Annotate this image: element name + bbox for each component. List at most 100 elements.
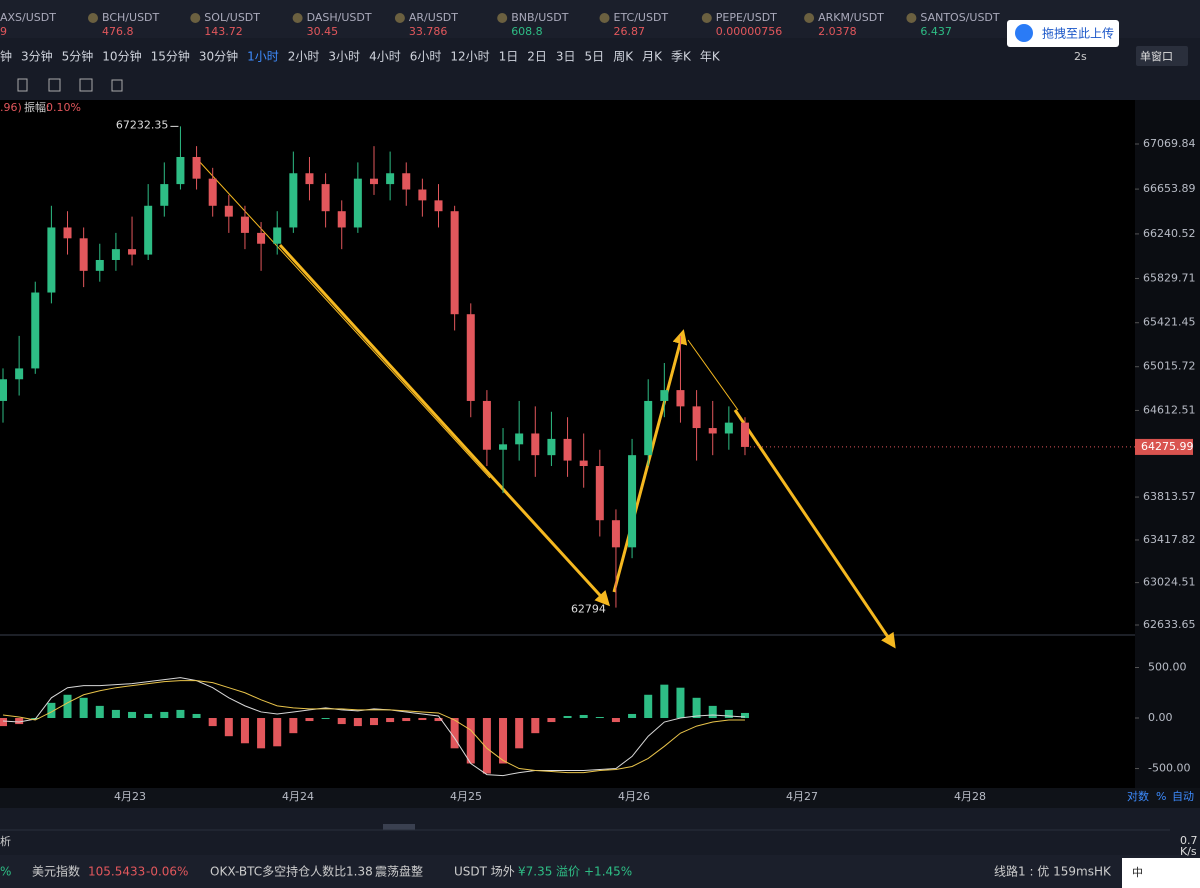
status-dxy-label: 美元指数 <box>32 864 80 879</box>
macd-bar <box>740 712 749 719</box>
macd-bar <box>47 702 56 719</box>
macd-bar <box>353 718 362 727</box>
timeframe[interactable]: 30分钟 <box>199 49 238 64</box>
upload-button[interactable] <box>1007 20 1119 47</box>
panel-tab[interactable]: 析 <box>0 834 11 848</box>
ticker-name[interactable]: DASH/USDT <box>307 11 372 24</box>
status-otc: ¥7.35 <box>518 865 552 879</box>
time-axis <box>0 788 1200 808</box>
axis-option[interactable]: 对数 <box>1127 789 1149 803</box>
resize-handle[interactable] <box>383 824 415 830</box>
trend-arrows <box>197 159 896 649</box>
candle-body <box>208 178 217 206</box>
status-ratio: 1.38 <box>346 865 373 879</box>
macd-bar <box>224 718 233 737</box>
macd-bar <box>257 718 266 749</box>
macd-bar <box>418 718 427 721</box>
candle-body <box>579 460 588 467</box>
macd-bar <box>63 694 72 719</box>
status-trend: 震荡盘整 <box>375 864 423 879</box>
info-prefix: .96) <box>0 101 22 114</box>
info-value: 0.10% <box>46 101 81 114</box>
timeframe[interactable]: 1日 <box>499 50 519 64</box>
icon[interactable] <box>79 78 93 92</box>
macd-bar <box>0 718 7 727</box>
macd-bar <box>402 718 411 722</box>
timeframe[interactable]: 5日 <box>585 50 605 64</box>
macd-bar <box>531 718 540 734</box>
timeframe[interactable]: 6小时 <box>410 50 442 64</box>
thin-line <box>687 339 739 411</box>
ticker-name[interactable]: ETC/USDT <box>614 11 669 24</box>
timeframe[interactable]: 3小时 <box>328 50 360 64</box>
ticker-name[interactable]: BCH/USDT <box>102 11 160 24</box>
window-text: 单窗口 <box>1140 49 1173 63</box>
macd-bar <box>708 705 717 719</box>
ticker-price: 30.45 <box>307 25 339 38</box>
timeframe[interactable]: 2日 <box>527 50 547 64</box>
timeframe[interactable]: 3日 <box>556 50 576 64</box>
timeframe[interactable]: 季K <box>671 50 692 64</box>
speed-unit: K/s <box>1180 845 1197 858</box>
speed: 0.7 <box>1180 834 1198 847</box>
timeframe[interactable]: 15分钟 <box>151 49 190 64</box>
window-select[interactable] <box>1136 46 1188 66</box>
ticker-price: 9 <box>0 25 7 38</box>
ticker-name[interactable]: PEPE/USDT <box>716 11 777 24</box>
candle-body <box>708 428 717 434</box>
candle-body <box>144 205 153 255</box>
icon[interactable] <box>48 78 61 92</box>
macd-bar <box>547 718 556 723</box>
status-ratio-label: OKX-BTC多空持仓人数比 <box>210 864 346 879</box>
candle-body <box>499 444 508 450</box>
icon[interactable] <box>111 79 123 92</box>
timeframe[interactable]: 1小时 <box>247 50 279 64</box>
candle-body <box>95 259 104 271</box>
axis-option[interactable]: % <box>1156 790 1166 803</box>
macd-bar <box>611 718 620 723</box>
ticker-price: 608.8 <box>511 25 543 38</box>
timeframe[interactable]: 周K <box>613 50 634 64</box>
timeframe[interactable]: 3分钟 <box>21 49 53 64</box>
macd-bar <box>499 718 508 764</box>
ticker-name[interactable]: SANTOS/USDT <box>920 11 1000 24</box>
candle-body <box>418 189 427 201</box>
y-tick-label: 63813.57 <box>1143 490 1196 503</box>
axis-option[interactable]: 自动 <box>1172 790 1194 803</box>
y-tick-label: 63417.82 <box>1143 533 1196 546</box>
macd-bar <box>386 718 395 723</box>
macd-bar <box>240 718 249 744</box>
macd-bar <box>144 713 153 719</box>
macd-bar <box>628 713 637 719</box>
ticker-price: 26.87 <box>614 25 646 38</box>
ticker-name[interactable]: ARKM/USDT <box>818 11 884 24</box>
timeframe[interactable]: 2小时 <box>288 50 320 64</box>
status-dxy: 105.5433 <box>88 865 145 879</box>
timeframe[interactable]: 钟 <box>0 49 12 64</box>
ticker-name[interactable]: AXS/USDT <box>0 11 56 24</box>
ticker-price: 2.0378 <box>818 25 857 38</box>
macd-bar <box>79 697 88 719</box>
lang[interactable]: 中 <box>1132 866 1143 879</box>
candle-body <box>273 227 282 244</box>
refresh[interactable]: 2s <box>1074 50 1087 63</box>
icon[interactable] <box>17 78 28 92</box>
dif-line <box>2 677 746 777</box>
ticker-name[interactable]: SOL/USDT <box>204 11 260 24</box>
timeframe[interactable]: 年K <box>700 50 721 64</box>
timeframe[interactable]: 4小时 <box>369 50 401 64</box>
ticker-name[interactable]: AR/USDT <box>409 11 458 24</box>
macd-bar <box>369 718 378 726</box>
dea-line <box>2 680 745 774</box>
ticker-name[interactable]: BNB/USDT <box>511 11 569 24</box>
candle-body <box>402 173 411 190</box>
timeframe[interactable]: 5分钟 <box>62 49 94 64</box>
timeframe[interactable]: 10分钟 <box>102 49 141 64</box>
candle-body <box>611 520 620 548</box>
candle-body <box>79 238 88 271</box>
y-tick-label: 67069.84 <box>1143 137 1196 150</box>
timeframe[interactable]: 月K <box>642 50 663 64</box>
coin-icon <box>599 13 610 23</box>
x-tick-label: 4月24 <box>282 790 314 803</box>
timeframe[interactable]: 12小时 <box>450 50 489 64</box>
